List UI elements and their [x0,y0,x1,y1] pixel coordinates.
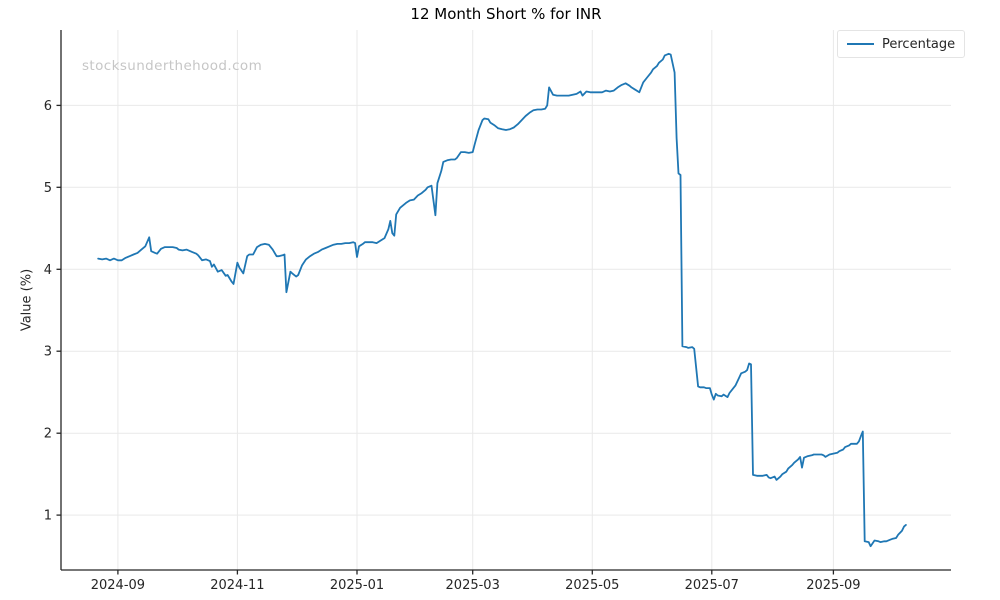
x-tick-label: 2024-11 [210,578,264,593]
x-tick-label: 2024-09 [91,578,145,593]
x-tick-label: 2025-05 [565,578,619,593]
legend-label: Percentage [882,36,956,52]
x-tick-label: 2025-01 [330,578,384,593]
y-tick-label: 3 [44,345,52,360]
y-axis-label: Value (%) [19,268,35,332]
x-tick-label: 2025-03 [446,578,500,593]
watermark-text: stocksunderthehood.com [82,58,263,74]
percentage-line [97,52,907,548]
y-tick-label: 6 [44,99,52,114]
y-tick-label: 5 [44,181,52,196]
y-tick-label: 4 [44,263,52,278]
y-tick-label: 2 [44,427,52,442]
legend-box: Percentage [837,30,966,58]
x-tick-label: 2025-09 [806,578,860,593]
y-tick-label: 1 [44,509,52,524]
x-tick-label: 2025-07 [685,578,739,593]
chart-title: 12 Month Short % for INR [410,5,602,23]
legend-line-swatch [847,43,874,45]
